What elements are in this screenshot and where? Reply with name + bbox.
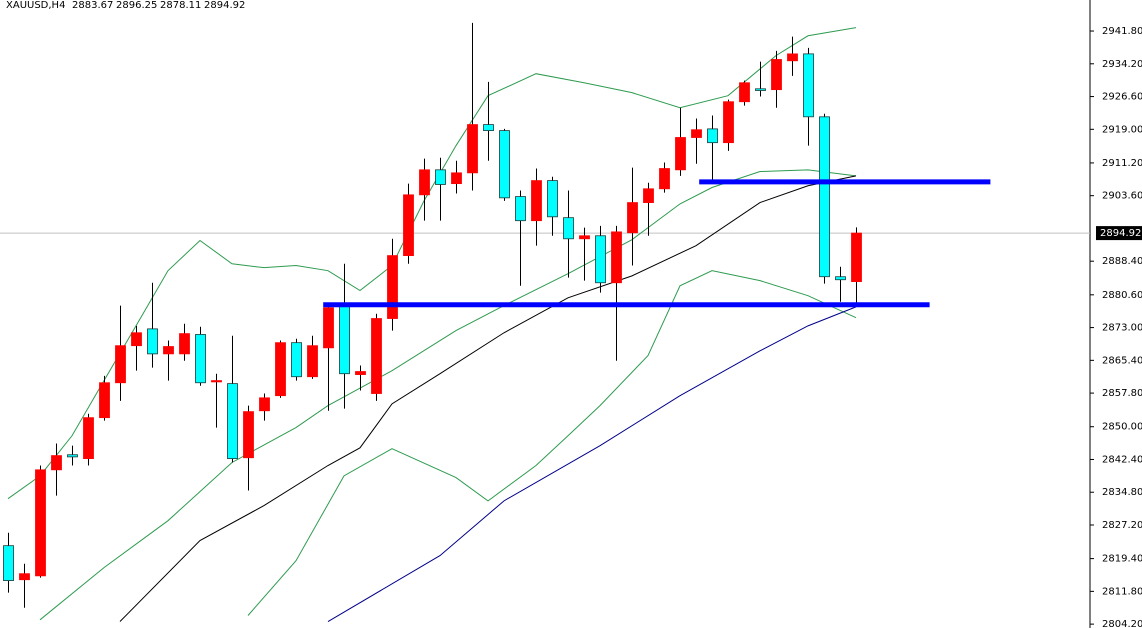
candle-body [451,172,462,185]
candle-body [707,128,718,144]
indicator-line [39,169,857,621]
header-high: 2896.25 [116,0,157,11]
candle-body [323,307,334,349]
candle-body [563,217,574,240]
candle-body [35,469,46,577]
candle-body [307,345,318,378]
candle-body [611,231,622,284]
candle-body [67,454,78,458]
candle-body [499,130,510,199]
candle-body [131,332,142,347]
candle-body [691,129,702,138]
y-tick-label: 2827.20 [1102,520,1142,531]
candle-body [211,380,222,383]
header-low: 2878.11 [160,0,201,11]
candle-body [547,180,558,218]
candle-body [227,383,238,460]
candle-body [851,232,862,282]
candle-body [195,334,206,384]
candle-body [803,53,814,118]
candle-body [419,169,430,196]
y-tick-label: 2941.80 [1102,26,1142,37]
candle-body [83,417,94,460]
candle-body [259,397,270,412]
plot-area [0,22,1090,622]
y-tick-label: 2934.20 [1102,59,1142,70]
candle-body [739,82,750,103]
candle-body [179,333,190,355]
candle-body [723,101,734,144]
y-tick-label: 2819.40 [1102,554,1142,565]
candle-body [595,235,606,284]
candle-body [771,59,782,91]
y-tick-label: 2804.20 [1102,619,1142,628]
indicator-line [7,27,857,500]
y-tick-label: 2911.20 [1102,158,1142,169]
candle-body [643,188,654,203]
candle-body [531,180,542,222]
header-symbol: XAUUSD,H4 [6,0,65,11]
candle-body [675,137,686,171]
y-tick-label: 2842.40 [1102,454,1142,465]
candle-body [3,545,14,581]
y-tick-label: 2903.60 [1102,191,1142,202]
candle-body [659,168,670,190]
candle-body [483,124,494,131]
candle-body [755,88,766,91]
indicator-line [327,306,857,622]
indicator-line [119,175,857,622]
y-tick-label: 2873.00 [1102,323,1142,334]
candle-body [819,116,830,278]
candle-body [387,255,398,319]
candle-body [275,342,286,397]
candle-body [355,371,366,375]
candle-body [435,169,446,185]
candle-body [627,202,638,234]
y-tick-label: 2880.60 [1102,290,1142,301]
candle-body [99,382,110,419]
candle-body [403,194,414,256]
candle-body [371,318,382,394]
candle-body [115,345,126,384]
candle-body [19,573,30,581]
y-tick-label: 2888.40 [1102,256,1142,267]
candle-body [835,276,846,281]
candle-body [291,342,302,378]
y-tick-label: 2919.00 [1102,124,1142,135]
y-tick-label: 2926.60 [1102,92,1142,103]
candle-body [147,328,158,355]
candle-body [579,235,590,240]
last-price-label: 2894.92 [1100,228,1141,239]
last-price-box [1096,226,1142,241]
candle-body [787,53,798,62]
y-tick-label: 2857.80 [1102,388,1142,399]
candle-body [51,455,62,471]
candle-body [243,411,254,459]
header-close: 2894.92 [204,0,245,11]
y-tick-label: 2834.80 [1102,487,1142,498]
y-tick-label: 2811.80 [1102,586,1142,597]
candle-body [467,124,478,174]
y-tick-label: 2850.00 [1102,422,1142,433]
header-open: 2883.67 [72,0,113,11]
indicator-line [247,270,857,616]
candle-body [163,346,174,355]
y-tick-label: 2865.40 [1102,355,1142,366]
candle-body [515,196,526,222]
candle-body [339,305,350,375]
